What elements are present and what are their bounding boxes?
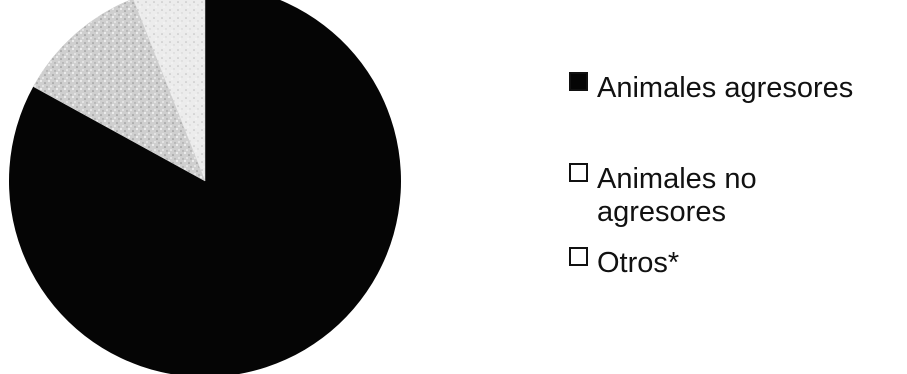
- pie-slices: [9, 0, 401, 374]
- legend-label: Otros*: [597, 247, 679, 279]
- legend-label: Animales no: [597, 163, 757, 195]
- legend-entry-animales-agresores: Animales agresores: [569, 72, 853, 104]
- legend-label: Animales agresores: [597, 72, 853, 104]
- legend-swatch-animales-no-agresores: [569, 163, 588, 182]
- legend-swatch-animales-agresores: [569, 72, 588, 91]
- pie-slice-animales-no-agresores: [32, 0, 206, 182]
- pie-slice-animales-agresores: [9, 0, 401, 374]
- legend-entry-otros: Otros*: [569, 247, 679, 279]
- pie-slice-otros: [133, 0, 206, 182]
- legend-swatch-otros: [569, 247, 588, 266]
- legend-label: agresores: [597, 196, 726, 228]
